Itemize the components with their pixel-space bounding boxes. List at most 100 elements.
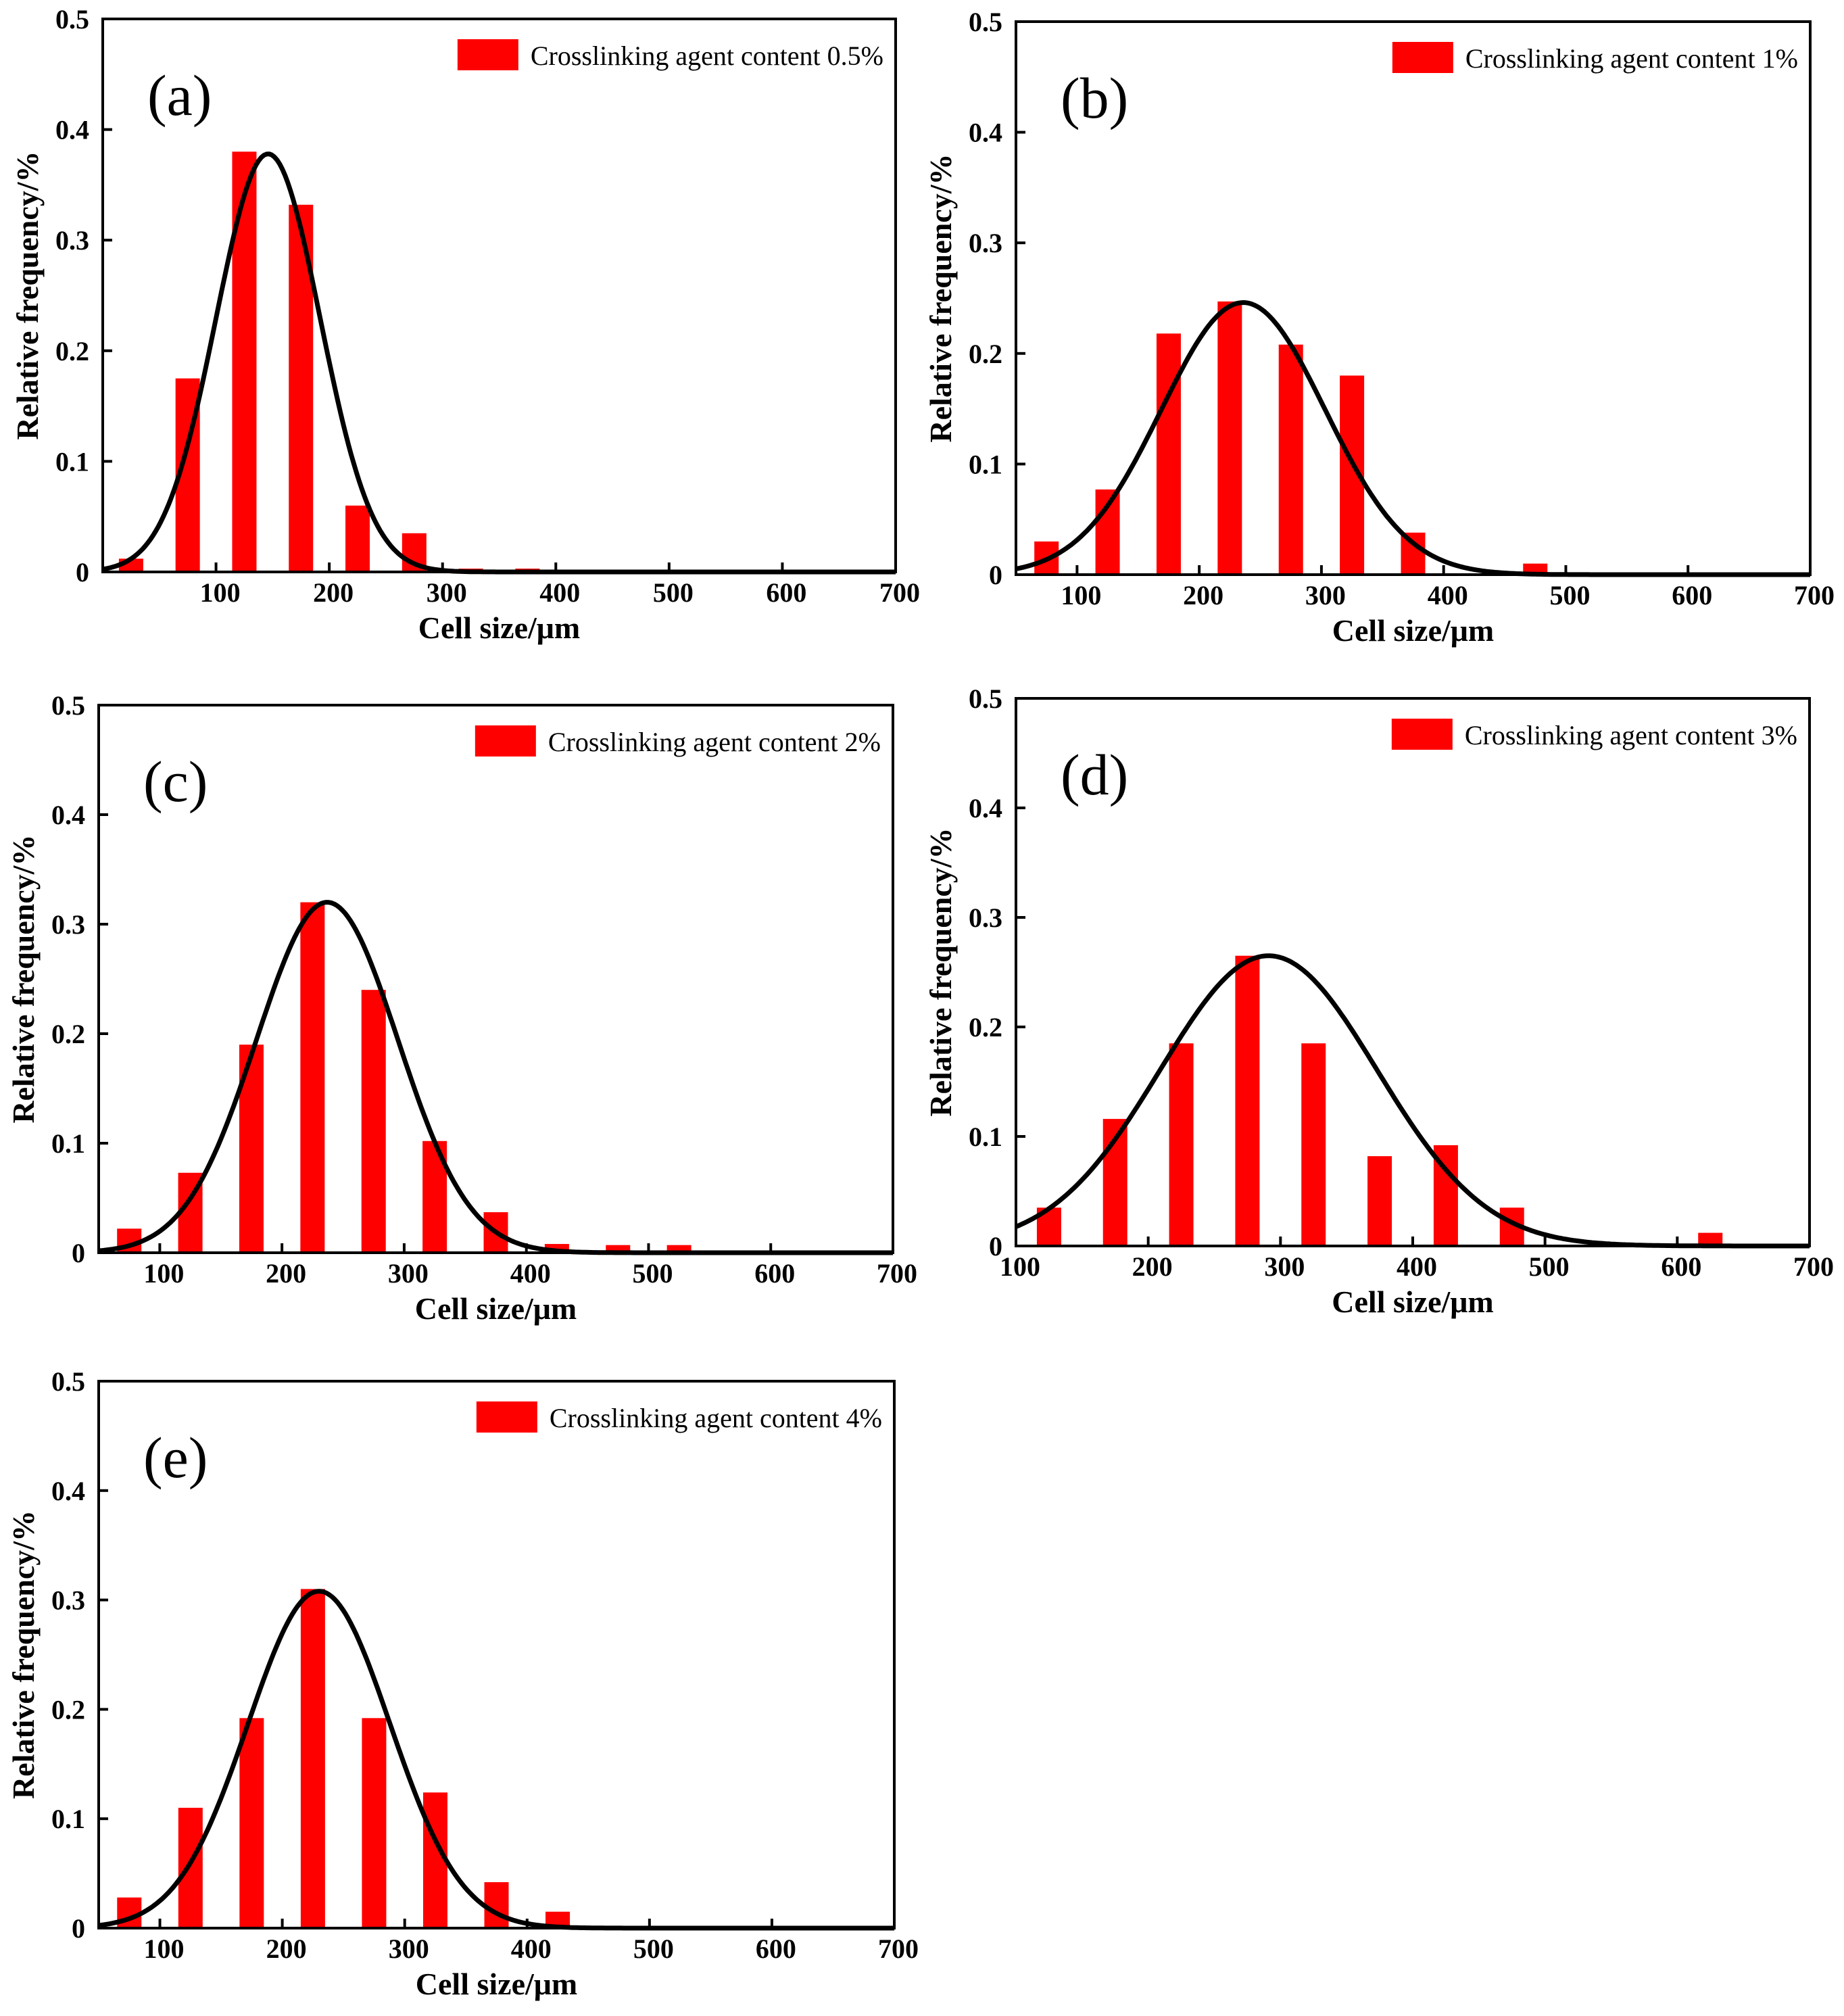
x-tick-label-a-600: 600 <box>766 577 806 608</box>
x-tick-label-e-200: 200 <box>266 1934 307 1964</box>
x-tick-label-e-600: 600 <box>756 1934 796 1964</box>
bar-e-375 <box>484 1882 509 1928</box>
x-tick-label-c-300: 300 <box>388 1258 429 1289</box>
bar-b-225 <box>1217 301 1242 575</box>
panel-label-d: (d) <box>1061 742 1128 807</box>
x-tick-label-d-700: 700 <box>1793 1251 1834 1282</box>
y-tick-label-a-0.2: 0.2 <box>55 336 89 366</box>
chart-panel-c: 100 200 300 400 500 600 700 0 0.1 0.2 0.3 0.4 0.5 Cel… <box>6 690 917 1326</box>
x-tick-label-c-500: 500 <box>632 1258 673 1289</box>
x-tick-label-c-200: 200 <box>266 1258 306 1289</box>
plot-frame-c <box>97 704 894 1254</box>
y-tick-label-c-0.5: 0.5 <box>51 690 85 721</box>
bar-e-125 <box>178 1808 203 1928</box>
x-axis-title-a: Cell size/μm <box>418 610 580 645</box>
legend-swatch-b <box>1392 42 1453 73</box>
y-tick-label-e-0.4: 0.4 <box>51 1476 85 1506</box>
x-tick-label-c-700: 700 <box>877 1258 917 1289</box>
x-axis-title-c: Cell size/μm <box>415 1291 577 1326</box>
y-tick-label-b-0.3: 0.3 <box>969 228 1002 258</box>
x-tick-label-c-400: 400 <box>510 1258 551 1289</box>
panel-label-c: (c) <box>143 749 208 814</box>
y-axis-title-c: Relative frequency/% <box>6 834 41 1123</box>
y-tick-label-a-0.4: 0.4 <box>55 115 89 145</box>
y-tick-label-d-0.4: 0.4 <box>969 793 1002 823</box>
y-tick-label-d-0.5: 0.5 <box>969 683 1002 714</box>
x-tick-label-a-100: 100 <box>200 577 241 608</box>
legend-swatch-d <box>1391 719 1453 750</box>
bar-b-275 <box>1278 344 1303 575</box>
bar-a-225 <box>345 505 370 572</box>
plot-frame-e <box>97 1380 896 1929</box>
legend-swatch-c <box>475 725 536 757</box>
plot-frame-b <box>1015 20 1812 576</box>
chart-panel-d: 100 200 300 400 500 600 700 0 0.1 0.2 0.3 0.4 0.5 Cel… <box>923 683 1834 1319</box>
x-tick-label-b-500: 500 <box>1549 580 1590 610</box>
panel-label-a: (a) <box>147 63 212 128</box>
y-tick-label-c-0.3: 0.3 <box>51 909 85 940</box>
bar-d-375 <box>1367 1156 1392 1246</box>
panel-label-b: (b) <box>1061 66 1128 130</box>
x-tick-label-e-400: 400 <box>511 1934 552 1964</box>
legend-label-e: Crosslinking agent content 4% <box>550 1403 882 1433</box>
x-tick-label-a-500: 500 <box>653 577 694 608</box>
legend-swatch-e <box>476 1401 537 1433</box>
chart-panel-a: 100 200 300 400 500 600 700 0 0.1 0.2 0.3 0.4 0.5 Cel… <box>10 4 920 645</box>
bar-e-275 <box>362 1718 387 1928</box>
bar-e-325 <box>422 1792 447 1928</box>
bar-b-375 <box>1401 532 1426 575</box>
plot-frame-a <box>101 18 897 573</box>
x-tick-label-a-300: 300 <box>427 577 467 608</box>
y-axis-title-a: Relative frequency/% <box>10 151 45 439</box>
x-tick-label-d-600: 600 <box>1661 1251 1701 1282</box>
y-tick-label-b-0.1: 0.1 <box>969 449 1002 479</box>
chart-panel-e: 100 200 300 400 500 600 700 0 0.1 0.2 0.3 0.4 0.5 Cel… <box>6 1366 919 2001</box>
y-tick-label-b-0.4: 0.4 <box>969 118 1002 148</box>
bar-e-175 <box>239 1718 264 1928</box>
x-axis-title-d: Cell size/μm <box>1332 1285 1493 1319</box>
x-tick-label-b-300: 300 <box>1305 580 1346 610</box>
x-tick-label-a-400: 400 <box>539 577 580 608</box>
y-tick-label-d-0.3: 0.3 <box>969 903 1002 933</box>
y-tick-label-b-0.2: 0.2 <box>969 339 1002 369</box>
legend-label-c: Crosslinking agent content 2% <box>548 727 881 757</box>
legend-label-a: Crosslinking agent content 0.5% <box>531 41 883 71</box>
x-tick-label-e-500: 500 <box>633 1934 674 1964</box>
bar-b-175 <box>1156 333 1181 575</box>
bar-e-225 <box>300 1589 325 1928</box>
y-tick-label-a-0: 0 <box>76 557 89 587</box>
x-tick-label-b-100: 100 <box>1061 580 1101 610</box>
x-tick-label-e-700: 700 <box>878 1934 919 1964</box>
x-tick-label-b-600: 600 <box>1672 580 1712 610</box>
y-tick-label-a-0.3: 0.3 <box>55 225 89 256</box>
y-tick-label-e-0: 0 <box>72 1913 85 1944</box>
panel-label-e: (e) <box>143 1425 208 1490</box>
x-tick-label-c-100: 100 <box>143 1258 184 1289</box>
x-axis-title-b: Cell size/μm <box>1332 613 1494 648</box>
x-tick-label-b-200: 200 <box>1183 580 1223 610</box>
legend-label-b: Crosslinking agent content 1% <box>1465 43 1798 74</box>
bar-d-325 <box>1301 1043 1326 1246</box>
y-tick-label-a-0.1: 0.1 <box>55 446 89 477</box>
y-tick-label-c-0: 0 <box>72 1238 85 1268</box>
x-tick-label-e-300: 300 <box>389 1934 429 1964</box>
x-tick-label-d-500: 500 <box>1529 1251 1570 1282</box>
y-axis-title-b: Relative frequency/% <box>923 153 958 442</box>
y-tick-label-d-0: 0 <box>989 1231 1002 1262</box>
x-tick-label-a-200: 200 <box>313 577 354 608</box>
y-axis-title-e: Relative frequency/% <box>6 1510 41 1799</box>
x-tick-label-c-600: 600 <box>754 1258 795 1289</box>
y-tick-label-e-0.1: 0.1 <box>51 1804 85 1834</box>
x-tick-label-e-100: 100 <box>144 1934 185 1964</box>
x-tick-label-b-400: 400 <box>1428 580 1468 610</box>
y-tick-label-c-0.2: 0.2 <box>51 1019 85 1049</box>
y-tick-label-c-0.4: 0.4 <box>51 800 85 830</box>
y-tick-label-d-0.1: 0.1 <box>969 1122 1002 1152</box>
x-tick-label-d-400: 400 <box>1397 1251 1437 1282</box>
y-axis-title-d: Relative frequency/% <box>923 827 958 1116</box>
y-tick-label-b-0.5: 0.5 <box>969 7 1002 37</box>
x-tick-label-a-700: 700 <box>879 577 920 608</box>
bar-d-625 <box>1698 1232 1723 1246</box>
y-tick-label-a-0.5: 0.5 <box>55 4 89 34</box>
